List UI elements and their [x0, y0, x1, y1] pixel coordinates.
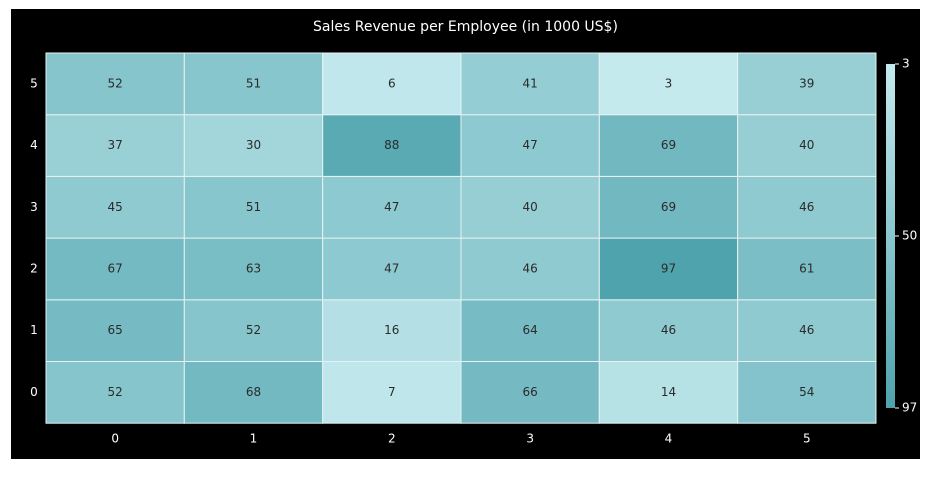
- cell-value-label: 7: [388, 385, 396, 399]
- heatmap-cell: [737, 52, 877, 116]
- cell-value-label: 67: [108, 261, 123, 275]
- cell-value-label: 45: [108, 200, 123, 214]
- color-legend-bar: [886, 64, 895, 408]
- cell-value-label: 46: [799, 200, 814, 214]
- heatmap-cell: [598, 52, 739, 116]
- y-tick-label: 0: [30, 385, 38, 399]
- cell-value-label: 61: [799, 261, 814, 275]
- cell-value-label: 30: [246, 138, 261, 152]
- x-tick-label: 5: [803, 432, 811, 446]
- cell-value-label: 47: [384, 200, 399, 214]
- y-tick-label: 5: [30, 76, 38, 90]
- heatmap-cell: [45, 299, 185, 362]
- color-legend-label: 3: [902, 57, 910, 71]
- color-legend-label: 97: [902, 401, 917, 415]
- heatmap-cell: [598, 114, 739, 177]
- cell-value-label: 16: [384, 323, 399, 337]
- cell-value-label: 97: [661, 261, 676, 275]
- cell-value-label: 6: [388, 76, 396, 90]
- cell-value-label: 52: [108, 385, 123, 399]
- heatmap-cell: [45, 52, 185, 116]
- x-tick-label: 4: [665, 432, 673, 446]
- cell-value-label: 88: [384, 138, 399, 152]
- cell-value-label: 39: [799, 76, 814, 90]
- heatmap-cell: [322, 114, 462, 177]
- chart-panel: Sales Revenue per Employee (in 1000 US$)…: [11, 9, 920, 459]
- cell-value-label: 51: [246, 76, 261, 90]
- cell-value-label: 68: [246, 385, 261, 399]
- x-tick-label: 1: [250, 432, 258, 446]
- heatmap-cell: [45, 237, 185, 301]
- x-tick-label: 0: [111, 432, 119, 446]
- cell-value-label: 52: [246, 323, 261, 337]
- heatmap-cell: [737, 361, 877, 424]
- heatmap-cell: [322, 52, 462, 116]
- x-tick-label: 3: [526, 432, 534, 446]
- heatmap-cell: [737, 237, 877, 301]
- cell-value-label: 54: [799, 385, 814, 399]
- heatmap-cell: [737, 175, 877, 239]
- cell-value-label: 14: [661, 385, 676, 399]
- cell-value-label: 64: [523, 323, 538, 337]
- heatmap-cell: [460, 175, 600, 239]
- x-tick-label: 2: [388, 432, 396, 446]
- cell-value-label: 63: [246, 261, 261, 275]
- color-legend-label: 50: [902, 229, 917, 243]
- heatmap-cell: [183, 361, 324, 424]
- cell-value-label: 41: [523, 76, 538, 90]
- cell-value-label: 37: [108, 138, 123, 152]
- cell-value-label: 40: [523, 200, 538, 214]
- cell-value-label: 66: [523, 385, 538, 399]
- heatmap-cell: [322, 237, 462, 301]
- y-tick-label: 1: [30, 323, 38, 337]
- chart-title: Sales Revenue per Employee (in 1000 US$): [313, 19, 618, 35]
- heatmap-cell: [460, 52, 600, 116]
- cell-value-label: 40: [799, 138, 814, 152]
- heatmap-cell: [183, 237, 324, 301]
- cell-value-label: 52: [108, 76, 123, 90]
- cell-value-label: 47: [384, 261, 399, 275]
- heatmap-cell: [322, 299, 462, 362]
- cell-value-label: 47: [523, 138, 538, 152]
- heatmap-cell: [460, 299, 600, 362]
- heatmap-cell: [737, 114, 877, 177]
- cell-value-label: 69: [661, 200, 676, 214]
- heatmap-cell: [183, 299, 324, 362]
- cell-value-label: 46: [799, 323, 814, 337]
- cell-value-label: 46: [661, 323, 676, 337]
- y-tick-label: 2: [30, 261, 38, 275]
- y-tick-label: 3: [30, 200, 38, 214]
- cell-value-label: 65: [108, 323, 123, 337]
- cell-value-label: 3: [665, 76, 673, 90]
- heatmap-cell: [598, 299, 739, 362]
- heatmap-cell: [183, 52, 324, 116]
- heatmap-cell: [737, 299, 877, 362]
- heatmap-cell: [183, 114, 324, 177]
- cell-value-label: 51: [246, 200, 261, 214]
- cell-value-label: 69: [661, 138, 676, 152]
- y-tick-label: 4: [30, 138, 38, 152]
- cell-value-label: 46: [523, 261, 538, 275]
